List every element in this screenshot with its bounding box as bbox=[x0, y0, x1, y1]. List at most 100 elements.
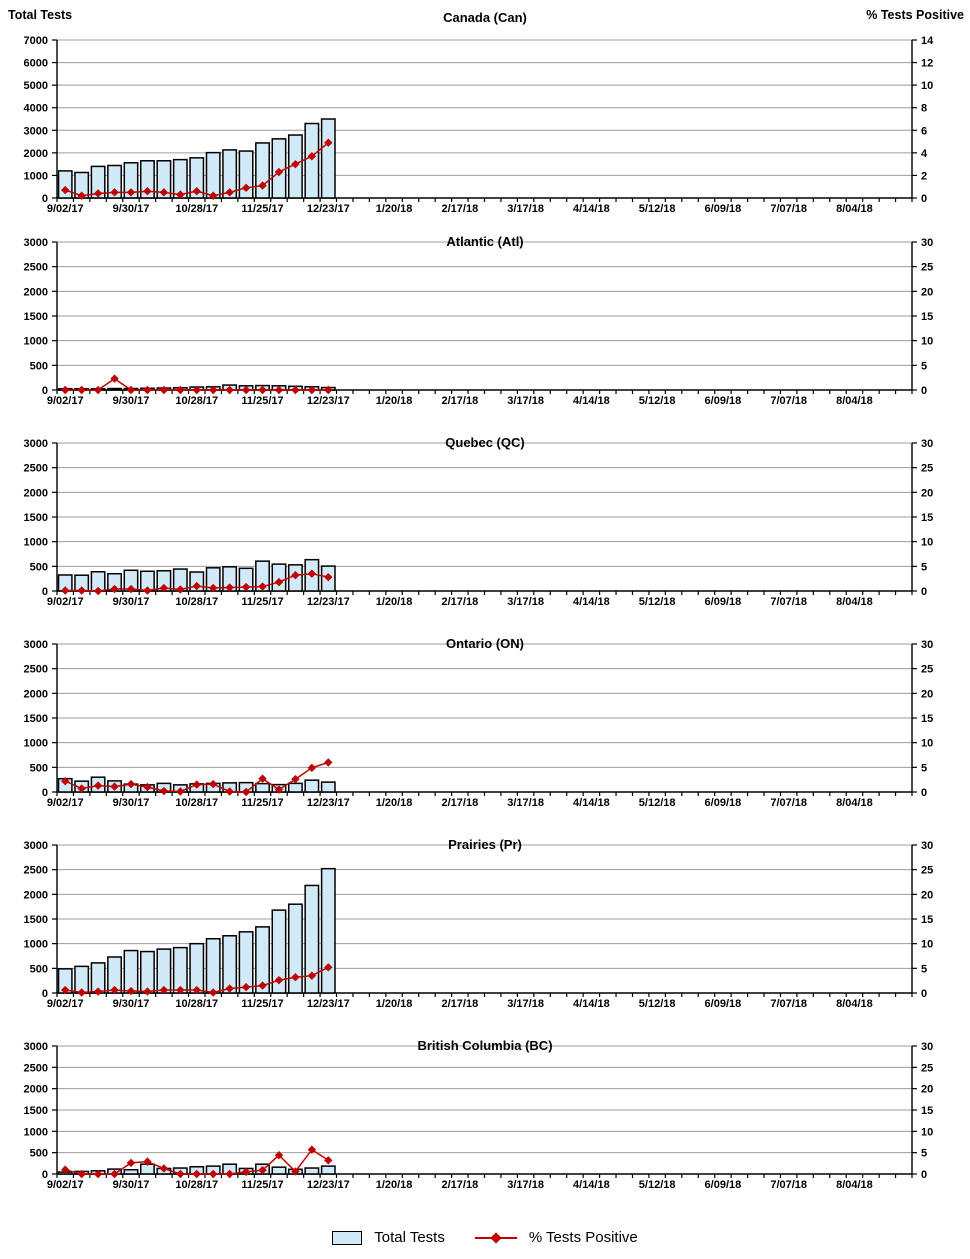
x-axis-label: 10/28/17 bbox=[175, 203, 218, 215]
left-axis-label: 2500 bbox=[24, 463, 48, 475]
pct-positive-marker bbox=[93, 987, 103, 996]
total-tests-bar bbox=[320, 1165, 336, 1175]
right-axis-label: 15 bbox=[921, 311, 933, 323]
x-axis-label: 7/07/18 bbox=[770, 1179, 807, 1191]
total-tests-bars bbox=[57, 118, 336, 199]
right-axis-label: 10 bbox=[921, 939, 933, 951]
right-axis-label: 10 bbox=[921, 336, 933, 348]
total-tests-bar bbox=[320, 781, 336, 793]
x-axis-label: 5/12/18 bbox=[639, 797, 676, 809]
x-axis-label: 9/02/17 bbox=[47, 797, 84, 809]
x-axis-label: 10/28/17 bbox=[175, 998, 218, 1010]
x-axis-label: 5/12/18 bbox=[639, 1179, 676, 1191]
x-axis-label: 4/14/18 bbox=[573, 797, 610, 809]
right-axis-label: 8 bbox=[921, 103, 927, 115]
x-axis-label: 3/17/18 bbox=[507, 596, 544, 608]
right-axis-label: 5 bbox=[921, 561, 927, 573]
pct-positive-marker bbox=[192, 1169, 201, 1179]
x-axis-label: 11/25/17 bbox=[241, 596, 283, 608]
right-axis-label: 20 bbox=[921, 688, 933, 700]
diamond-marker-icon bbox=[490, 1231, 502, 1244]
left-axis-label: 0 bbox=[42, 988, 48, 1000]
chart-canvas: 0 500 1000 1500 2000 2500 3000 0 5 10 15 20 25 30 9/02… bbox=[24, 639, 934, 809]
chart-plot-british-columbia: 0 500 1000 1500 2000 2500 3000 0 5 10 15 20 25 30 9/02… bbox=[0, 1034, 970, 1221]
x-axis-label: 7/07/18 bbox=[770, 797, 807, 809]
left-axis-label: 1000 bbox=[24, 537, 48, 549]
x-axis-label: 1/20/18 bbox=[376, 998, 413, 1010]
total-tests-bar bbox=[107, 164, 122, 199]
right-axis-label: 5 bbox=[921, 762, 927, 774]
right-axis-label: 15 bbox=[921, 1105, 933, 1117]
total-tests-bar bbox=[255, 560, 270, 592]
total-tests-bar bbox=[189, 157, 205, 199]
chart-quebec: Quebec (QC) 0 500 1000 1500 2000 2500 3000 0 5 10… bbox=[0, 431, 970, 632]
pct-positive-marker bbox=[176, 1169, 185, 1179]
x-axis-label: 1/20/18 bbox=[376, 395, 413, 407]
x-axis-label: 6/09/18 bbox=[705, 203, 742, 215]
x-axis-labels: 9/02/17 9/30/17 10/28/17 11/25/17 12/23/17 1/… bbox=[47, 395, 873, 407]
left-axis-label: 0 bbox=[42, 193, 48, 205]
pct-positive-marker bbox=[93, 586, 103, 596]
pct-positive-marker bbox=[159, 385, 169, 395]
x-axis-label: 4/14/18 bbox=[573, 395, 610, 407]
right-axis-label: 25 bbox=[921, 865, 933, 877]
x-axis-label: 12/23/17 bbox=[307, 797, 350, 809]
chart-british-columbia: British Columbia (BC) 0 500 1000 1500 2000 25… bbox=[0, 1034, 970, 1216]
gridlines bbox=[57, 241, 912, 391]
x-axis-label: 2/17/18 bbox=[441, 203, 478, 215]
total-tests-bar bbox=[304, 1167, 320, 1175]
left-axis-label: 500 bbox=[30, 963, 48, 975]
left-axis: 0 500 1000 1500 2000 2500 3000 bbox=[24, 438, 57, 598]
x-axis-label: 9/02/17 bbox=[47, 203, 84, 215]
chart-plot-canada: 0 1000 2000 3000 4000 5000 6000 7000 0 2 4 6 8 10 12 14… bbox=[0, 0, 970, 235]
left-axis-label: 1500 bbox=[24, 1105, 48, 1117]
x-axis-label: 9/02/17 bbox=[47, 395, 84, 407]
pct-positive-marker bbox=[176, 385, 185, 395]
x-axis-label: 8/04/18 bbox=[836, 797, 873, 809]
x-axis-label: 6/09/18 bbox=[705, 797, 742, 809]
chart-prairies: Prairies (Pr) 0 500 1000 1500 2000 2500 3000 0 5… bbox=[0, 833, 970, 1034]
x-axis-label: 3/17/18 bbox=[507, 797, 544, 809]
x-axis-label: 9/30/17 bbox=[113, 1179, 150, 1191]
pct-positive-marker bbox=[143, 187, 152, 196]
left-axis-label: 2000 bbox=[24, 286, 48, 298]
right-axis-label: 30 bbox=[921, 840, 933, 852]
pct-positive-marker bbox=[291, 774, 300, 784]
x-axis-label: 7/07/18 bbox=[770, 998, 807, 1010]
x-axis-ticks bbox=[56, 591, 913, 595]
x-axis-label: 12/23/17 bbox=[307, 203, 350, 215]
right-axis-label: 0 bbox=[921, 988, 927, 1000]
x-axis-label: 5/12/18 bbox=[639, 596, 676, 608]
x-axis-label: 12/23/17 bbox=[307, 596, 350, 608]
x-axis-label: 4/14/18 bbox=[573, 1179, 610, 1191]
pct-positive-marker bbox=[126, 1158, 136, 1168]
right-axis-label: 15 bbox=[921, 512, 933, 524]
left-axis-label: 5000 bbox=[24, 80, 48, 92]
total-tests-bar bbox=[255, 142, 270, 199]
left-axis-label: 1000 bbox=[24, 170, 48, 182]
left-axis-label: 500 bbox=[30, 360, 48, 372]
chart-title-canada: Canada (Can) bbox=[443, 10, 527, 25]
right-axis: 0 5 10 15 20 25 30 bbox=[912, 438, 933, 598]
left-axis-label: 0 bbox=[42, 787, 48, 799]
x-axis-ticks bbox=[56, 792, 913, 796]
x-axis-label: 10/28/17 bbox=[175, 596, 218, 608]
left-axis-label: 500 bbox=[30, 561, 48, 573]
right-axis-label: 25 bbox=[921, 463, 933, 475]
pct-positive-marker bbox=[110, 374, 119, 383]
x-axis-label: 1/20/18 bbox=[376, 203, 413, 215]
right-axis-label: 30 bbox=[921, 639, 933, 651]
x-axis-label: 3/17/18 bbox=[507, 203, 544, 215]
total-tests-bar bbox=[255, 926, 270, 994]
pct-positive-marker bbox=[192, 385, 201, 395]
right-axis-label: 20 bbox=[921, 889, 933, 901]
right-axis-label: 20 bbox=[921, 1084, 933, 1096]
left-axis-label: 3000 bbox=[24, 125, 48, 137]
pct-positive-marker bbox=[307, 152, 317, 161]
right-axis-label: 20 bbox=[921, 286, 933, 298]
x-axis-label: 9/02/17 bbox=[47, 998, 84, 1010]
total-tests-bar bbox=[156, 160, 172, 199]
right-axis-label: 12 bbox=[921, 58, 933, 70]
total-tests-swatch-icon bbox=[332, 1230, 363, 1245]
x-axis-labels: 9/02/17 9/30/17 10/28/17 11/25/17 12/23/17 1/… bbox=[47, 596, 873, 608]
